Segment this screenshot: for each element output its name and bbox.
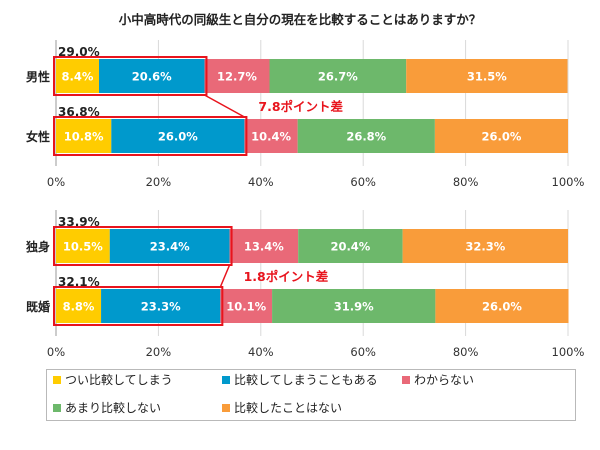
x-tick-label: 0% <box>47 345 65 359</box>
x-tick-label: 40% <box>248 175 274 189</box>
legend-label: あまり比較しない <box>65 401 162 415</box>
x-tick-label: 20% <box>146 345 172 359</box>
legend-label: つい比較してしまう <box>65 373 173 387</box>
bar-segment <box>99 59 205 93</box>
bar-segment <box>435 289 569 323</box>
x-tick-label: 60% <box>350 175 376 189</box>
data-label: 20.6% <box>132 70 172 84</box>
legend-swatch <box>222 376 230 384</box>
data-label: 23.4% <box>150 240 190 254</box>
data-label: 23.3% <box>141 300 181 314</box>
bar-segment <box>434 119 568 153</box>
category-label: 男性 <box>26 69 50 84</box>
chart-title: 小中高時代の同級生と自分の現在を比較することはありますか？ <box>118 12 482 27</box>
chart-legend: つい比較してしまう 比較してしまうこともある わからないあまり比較しない 比較したこと… <box>46 369 576 421</box>
bar-segment <box>220 289 273 323</box>
category-label: 女性 <box>26 129 50 144</box>
bar-segment <box>272 289 436 323</box>
data-label: 10.1% <box>226 300 266 314</box>
total-label: 32.1% <box>58 275 100 289</box>
bar-segment <box>406 59 568 93</box>
legend-item: 比較してしまうこともある <box>222 372 378 388</box>
bar-segment <box>56 289 102 323</box>
category-label: 独身 <box>25 239 50 254</box>
highlight-box <box>53 286 224 326</box>
x-tick-label: 80% <box>453 175 479 189</box>
total-label: 33.9% <box>58 215 100 229</box>
data-label: 13.4% <box>244 240 284 254</box>
data-label: 8.4% <box>62 70 94 84</box>
x-tick-label: 80% <box>453 345 479 359</box>
highlight-box <box>53 226 233 266</box>
bar-segment <box>298 229 403 263</box>
bar-segment <box>204 59 270 93</box>
data-label: 10.8% <box>64 130 104 144</box>
x-tick-label: 100% <box>552 345 585 359</box>
legend-swatch <box>222 404 230 412</box>
bar-segment <box>56 59 100 93</box>
data-label: 26.0% <box>158 130 198 144</box>
data-label: 20.4% <box>330 240 370 254</box>
category-label: 既婚 <box>26 299 50 314</box>
bar-segment <box>402 229 568 263</box>
data-label: 26.0% <box>481 130 521 144</box>
x-tick-label: 60% <box>350 345 376 359</box>
bar-segment <box>297 119 435 153</box>
x-tick-label: 0% <box>47 175 65 189</box>
legend-item: 比較したことはない <box>222 400 342 416</box>
x-tick-label: 40% <box>248 345 274 359</box>
data-label: 31.5% <box>467 70 507 84</box>
data-label: 26.0% <box>482 300 522 314</box>
legend-label: 比較してしまうこともある <box>234 373 378 387</box>
legend-item: あまり比較しない <box>53 400 161 416</box>
total-label: 29.0% <box>58 45 100 59</box>
legend-item: つい比較してしまう <box>53 372 173 388</box>
bar-segment <box>56 229 110 263</box>
bar-segment <box>101 289 221 323</box>
x-tick-label: 20% <box>146 175 172 189</box>
legend-label: わからない <box>414 373 475 387</box>
data-label: 31.9% <box>334 300 374 314</box>
legend-item: わからない <box>402 372 474 388</box>
legend-swatch <box>402 376 410 384</box>
data-label: 8.8% <box>63 300 95 314</box>
data-label: 26.7% <box>318 70 358 84</box>
bar-segment <box>244 119 298 153</box>
difference-connector <box>204 94 245 118</box>
bar-segment <box>56 119 112 153</box>
legend-swatch <box>53 376 61 384</box>
data-label: 26.8% <box>346 130 386 144</box>
legend-label: 比較したことはない <box>234 401 343 415</box>
bar-segment <box>229 229 299 263</box>
bar-segment <box>109 229 230 263</box>
x-tick-label: 100% <box>552 175 585 189</box>
highlight-box <box>53 56 208 96</box>
data-label: 10.5% <box>63 240 103 254</box>
bar-segment <box>111 119 245 153</box>
bar-segment <box>269 59 407 93</box>
legend-swatch <box>53 404 61 412</box>
data-label: 12.7% <box>217 70 257 84</box>
difference-note: 7.8ポイント差 <box>258 99 343 114</box>
data-label: 10.4% <box>251 130 291 144</box>
difference-note: 1.8ポイント差 <box>244 269 329 284</box>
data-label: 32.3% <box>465 240 505 254</box>
highlight-box <box>53 116 248 156</box>
difference-connector <box>219 264 231 288</box>
total-label: 36.8% <box>58 105 100 119</box>
